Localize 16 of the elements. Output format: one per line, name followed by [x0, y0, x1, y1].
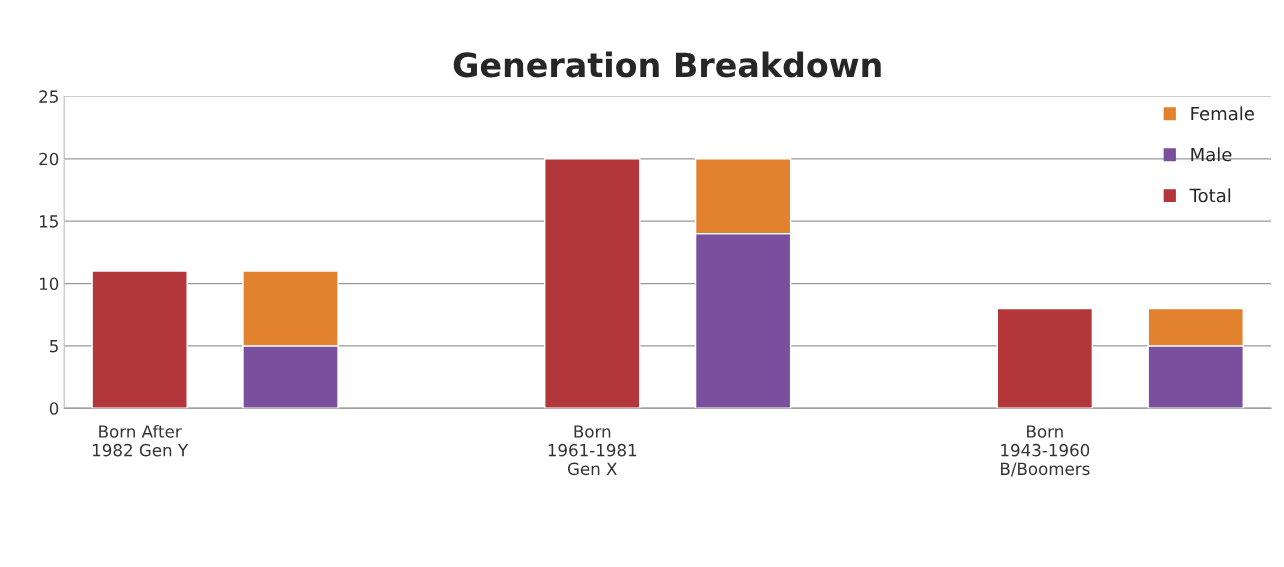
legend-label: Male	[1191, 147, 1232, 162]
x-tick-label: Born 1943-1960 B/Boomers	[1001, 425, 1090, 477]
y-tick-label: 5	[50, 340, 58, 353]
y-tick-label: 20	[39, 152, 59, 166]
y-tick-label: 10	[39, 277, 59, 291]
legend-label: Female	[1191, 106, 1254, 121]
chart-title: Generation Breakdown	[453, 51, 881, 78]
y-tick-label: 0	[49, 402, 59, 415]
bar	[544, 158, 641, 409]
x-tick-label: Born After 1982 Gen Y	[93, 424, 189, 457]
y-tick-label: 15	[39, 215, 58, 228]
bar	[996, 307, 1094, 409]
bar	[91, 270, 188, 409]
legend-label: Total	[1189, 188, 1231, 203]
x-tick-label: Born 1961-1981 Gen X	[548, 425, 637, 476]
y-tick-label: 25	[39, 90, 58, 103]
